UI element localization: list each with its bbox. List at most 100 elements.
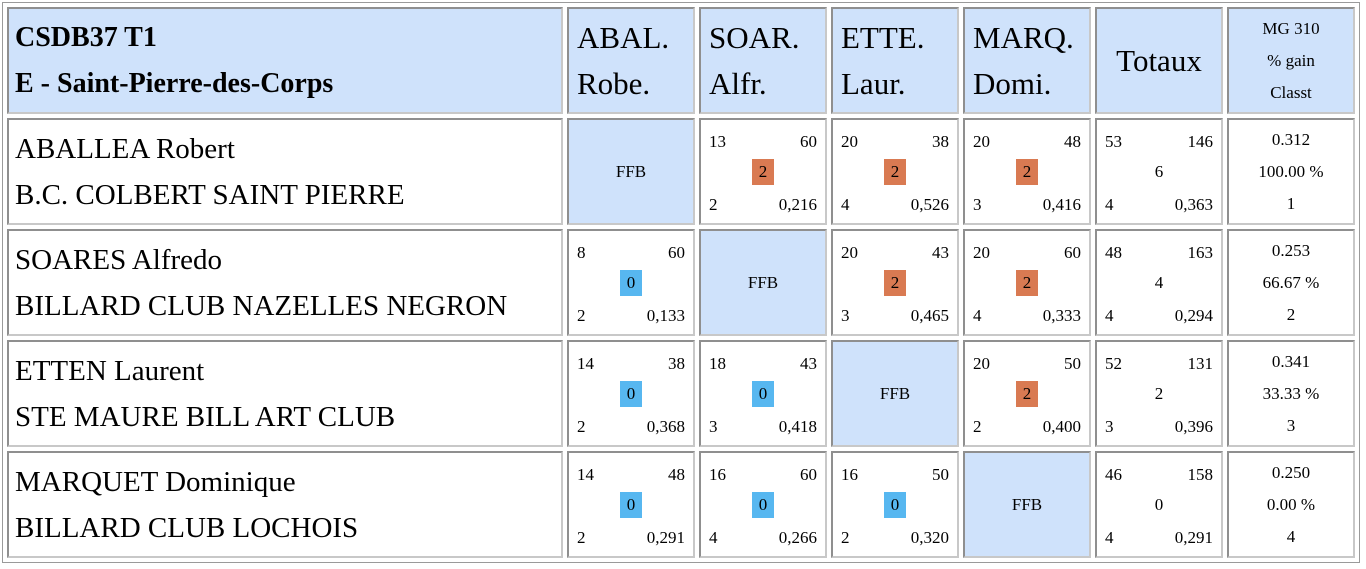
total-average: 0,363 bbox=[1174, 195, 1213, 214]
mg-rank: 1 bbox=[1286, 193, 1296, 213]
column-header-line2: Domi. bbox=[973, 65, 1052, 101]
match-points: 20 bbox=[841, 132, 858, 151]
total-average: 0,294 bbox=[1174, 306, 1213, 325]
tournament-title: CSDB37 T1 bbox=[15, 21, 157, 53]
match-reprises: 3 bbox=[973, 195, 982, 214]
match-cell: 16 50 2 0,320 0 bbox=[831, 451, 959, 558]
match-result-wrap: 0 bbox=[620, 491, 642, 518]
total-points: 46 bbox=[1105, 465, 1122, 484]
match-average: 0,333 bbox=[1042, 306, 1081, 325]
mg-value: 0.253 bbox=[1271, 240, 1311, 260]
match-points: 14 bbox=[577, 354, 594, 373]
match-result-wrap: 0 bbox=[620, 380, 642, 407]
total-points: 52 bbox=[1105, 354, 1122, 373]
player-row: SOARES Alfredo BILLARD CLUB NAZELLES NEGR… bbox=[7, 229, 1355, 336]
mg-rank: 2 bbox=[1286, 304, 1296, 324]
column-header-line1: ETTE. bbox=[841, 19, 925, 55]
column-header-line2: Robe. bbox=[577, 65, 651, 101]
total-match-points: 4 bbox=[1154, 272, 1164, 292]
ffb-cell: FFB bbox=[567, 118, 695, 225]
player-club: BILLARD CLUB LOCHOIS bbox=[15, 511, 359, 544]
loss-badge: 0 bbox=[752, 380, 774, 407]
loss-badge: 0 bbox=[620, 380, 642, 407]
match-average: 0,418 bbox=[778, 417, 817, 436]
match-cell: 18 43 3 0,418 0 bbox=[699, 340, 827, 447]
match-reprises: 2 bbox=[709, 195, 718, 214]
totals-cell: 46 158 0 4 0,291 bbox=[1095, 451, 1223, 558]
match-points: 20 bbox=[841, 243, 858, 262]
match-cell: 14 38 2 0,368 0 bbox=[567, 340, 695, 447]
total-points: 53 bbox=[1105, 132, 1122, 151]
player-row: ETTEN Laurent STE MAURE BILL ART CLUB 14 38… bbox=[7, 340, 1355, 447]
mg-header-line3: Classt bbox=[1270, 82, 1312, 102]
match-points: 8 bbox=[577, 243, 586, 262]
player-row: ABALLEA Robert B.C. COLBERT SAINT PIERRE F… bbox=[7, 118, 1355, 225]
tournament-venue: E - Saint-Pierre-des-Corps bbox=[15, 67, 334, 99]
mg-value: 0.312 bbox=[1271, 129, 1311, 149]
match-cell: 20 38 4 0,526 2 bbox=[831, 118, 959, 225]
match-cell: 8 60 2 0,133 0 bbox=[567, 229, 695, 336]
mg-cell: 0.253 66.67 % 2 bbox=[1227, 229, 1355, 336]
match-cell: 20 50 2 0,400 2 bbox=[963, 340, 1091, 447]
match-points: 14 bbox=[577, 465, 594, 484]
match-cell: 14 48 2 0,291 0 bbox=[567, 451, 695, 558]
match-result-wrap: 0 bbox=[620, 269, 642, 296]
match-result-wrap: 2 bbox=[1016, 380, 1038, 407]
header-row: CSDB37 T1 E - Saint-Pierre-des-Corps ABA… bbox=[7, 7, 1355, 114]
match-result-wrap: 2 bbox=[1016, 158, 1038, 185]
total-reprises: 146 bbox=[1187, 132, 1214, 151]
match-points: 13 bbox=[709, 132, 726, 151]
column-header-ette: ETTE. Laur. bbox=[831, 7, 959, 114]
mg-gain: 33.33 % bbox=[1262, 383, 1320, 403]
match-reprises: 4 bbox=[973, 306, 982, 325]
match-distance: 60 bbox=[800, 465, 817, 484]
match-distance: 50 bbox=[1064, 354, 1081, 373]
column-header-line1: MARQ. bbox=[973, 19, 1074, 55]
player-club: B.C. COLBERT SAINT PIERRE bbox=[15, 178, 405, 211]
match-points: 20 bbox=[973, 354, 990, 373]
mg-cell: 0.312 100.00 % 1 bbox=[1227, 118, 1355, 225]
match-average: 0,526 bbox=[910, 195, 949, 214]
match-result-wrap: 2 bbox=[752, 158, 774, 185]
match-reprises: 2 bbox=[973, 417, 982, 436]
mg-rank: 3 bbox=[1286, 415, 1296, 435]
match-distance: 60 bbox=[1064, 243, 1081, 262]
player-name: ETTEN Laurent bbox=[15, 354, 205, 387]
total-reprises: 163 bbox=[1187, 243, 1214, 262]
match-result-wrap: 2 bbox=[884, 158, 906, 185]
total-best-series: 4 bbox=[1105, 195, 1114, 214]
match-reprises: 3 bbox=[709, 417, 718, 436]
match-distance: 38 bbox=[668, 354, 685, 373]
match-distance: 38 bbox=[932, 132, 949, 151]
match-reprises: 4 bbox=[841, 195, 850, 214]
match-reprises: 3 bbox=[841, 306, 850, 325]
player-name: MARQUET Dominique bbox=[15, 465, 296, 498]
total-average: 0,396 bbox=[1174, 417, 1213, 436]
mg-value: 0.250 bbox=[1271, 462, 1311, 482]
player-row: MARQUET Dominique BILLARD CLUB LOCHOIS 14 4… bbox=[7, 451, 1355, 558]
mg-header-line2: % gain bbox=[1267, 50, 1315, 70]
match-points: 18 bbox=[709, 354, 726, 373]
match-result-wrap: 2 bbox=[1016, 269, 1038, 296]
loss-badge: 0 bbox=[752, 491, 774, 518]
win-badge: 2 bbox=[1016, 380, 1038, 407]
win-badge: 2 bbox=[1016, 158, 1038, 185]
total-match-points: 0 bbox=[1154, 494, 1164, 514]
loss-badge: 0 bbox=[620, 491, 642, 518]
match-reprises: 2 bbox=[577, 306, 586, 325]
match-average: 0,368 bbox=[646, 417, 685, 436]
match-average: 0,216 bbox=[778, 195, 817, 214]
mg-rank: 4 bbox=[1286, 526, 1296, 546]
match-reprises: 2 bbox=[841, 528, 850, 547]
mg-gain: 0.00 % bbox=[1266, 494, 1316, 514]
match-distance: 48 bbox=[668, 465, 685, 484]
match-points: 16 bbox=[709, 465, 726, 484]
mg-cell: 0.341 33.33 % 3 bbox=[1227, 340, 1355, 447]
match-cell: 20 48 3 0,416 2 bbox=[963, 118, 1091, 225]
mg-gain: 100.00 % bbox=[1258, 161, 1324, 181]
match-reprises: 2 bbox=[577, 528, 586, 547]
match-cell: 13 60 2 0,216 2 bbox=[699, 118, 827, 225]
player-cell: ETTEN Laurent STE MAURE BILL ART CLUB bbox=[7, 340, 563, 447]
match-points: 16 bbox=[841, 465, 858, 484]
win-badge: 2 bbox=[884, 269, 906, 296]
